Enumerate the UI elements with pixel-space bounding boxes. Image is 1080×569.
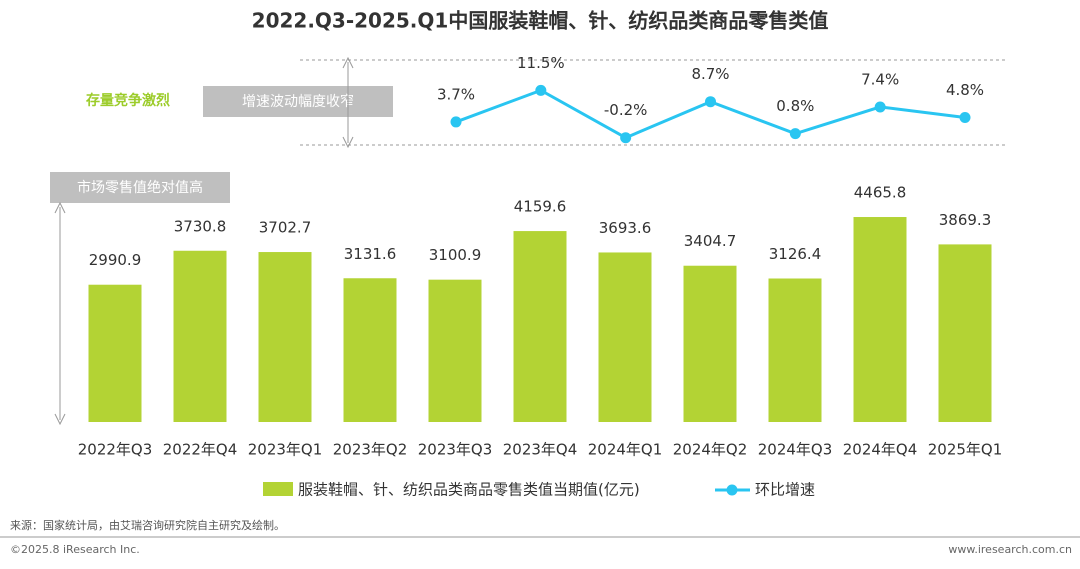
data-label: 2990.9 bbox=[89, 251, 142, 269]
copyright: ©2025.8 iResearch Inc. bbox=[10, 543, 140, 556]
point bbox=[789, 128, 801, 140]
data-label: 3404.7 bbox=[684, 232, 737, 250]
data-label: -0.2% bbox=[604, 101, 648, 119]
bar bbox=[428, 279, 482, 422]
legend-label: 服装鞋帽、针、纺织品类商品零售类值当期值(亿元) bbox=[298, 481, 640, 499]
point bbox=[705, 96, 716, 108]
arrow-head bbox=[54, 201, 66, 426]
annotation: 存量竞争激烈 bbox=[86, 92, 170, 109]
bar bbox=[88, 284, 142, 422]
bar bbox=[683, 265, 737, 422]
point bbox=[450, 116, 462, 128]
data-label: 3131.6 bbox=[344, 245, 397, 263]
annotation: 市场零售值绝对值高 bbox=[77, 179, 203, 196]
annotation-box bbox=[203, 86, 393, 117]
bar bbox=[513, 231, 567, 422]
legend-swatch bbox=[726, 484, 738, 496]
point bbox=[620, 132, 632, 144]
x-tick-label: 2024年Q3 bbox=[758, 441, 833, 459]
point bbox=[959, 111, 971, 123]
x-tick-label: 2023年Q4 bbox=[503, 441, 578, 459]
data-label: 3869.3 bbox=[939, 211, 992, 229]
legend-label: 环比增速 bbox=[755, 481, 815, 499]
data-label: 3702.7 bbox=[259, 219, 312, 237]
annotation-box bbox=[50, 172, 230, 203]
x-tick-label: 2024年Q2 bbox=[673, 441, 748, 459]
bar bbox=[258, 252, 312, 422]
bar bbox=[598, 252, 652, 422]
x-tick-label: 2025年Q1 bbox=[928, 441, 1003, 459]
data-label: 3730.8 bbox=[174, 217, 227, 235]
source: 来源：国家统计局，由艾瑞咨询研究院自主研究及绘制。 bbox=[10, 518, 285, 532]
data-label: 3693.6 bbox=[599, 219, 652, 237]
data-label: 8.7% bbox=[691, 65, 729, 83]
data-label: 4.8% bbox=[946, 81, 984, 99]
arrow-head bbox=[342, 56, 354, 149]
x-tick-label: 2022年Q4 bbox=[163, 441, 238, 459]
annotation: 增速波动幅度收窄 bbox=[242, 93, 354, 110]
chart-title: 2022.Q3-2025.Q1中国服装鞋帽、针、纺织品类商品零售类值 bbox=[252, 9, 829, 33]
data-label: 4159.6 bbox=[514, 198, 567, 216]
legend-swatch bbox=[263, 482, 293, 496]
data-label: 4465.8 bbox=[854, 184, 907, 202]
bar bbox=[173, 250, 227, 422]
bar bbox=[768, 278, 822, 422]
x-tick-label: 2022年Q3 bbox=[78, 441, 153, 459]
point bbox=[874, 101, 886, 113]
bar bbox=[343, 278, 397, 422]
point bbox=[535, 84, 547, 96]
data-label: 3100.9 bbox=[429, 246, 482, 264]
x-tick-label: 2024年Q4 bbox=[843, 441, 918, 459]
bar bbox=[853, 217, 907, 422]
x-tick-label: 2023年Q1 bbox=[248, 441, 323, 459]
x-tick-label: 2023年Q3 bbox=[418, 441, 493, 459]
website: www.iresearch.com.cn bbox=[948, 543, 1072, 556]
x-tick-label: 2023年Q2 bbox=[333, 441, 408, 459]
data-label: 7.4% bbox=[861, 70, 899, 88]
bar bbox=[938, 244, 992, 422]
data-label: 0.8% bbox=[776, 97, 814, 115]
data-label: 11.5% bbox=[517, 54, 565, 72]
x-tick-label: 2024年Q1 bbox=[588, 441, 663, 459]
data-label: 3126.4 bbox=[769, 245, 822, 263]
data-label: 3.7% bbox=[437, 85, 475, 103]
